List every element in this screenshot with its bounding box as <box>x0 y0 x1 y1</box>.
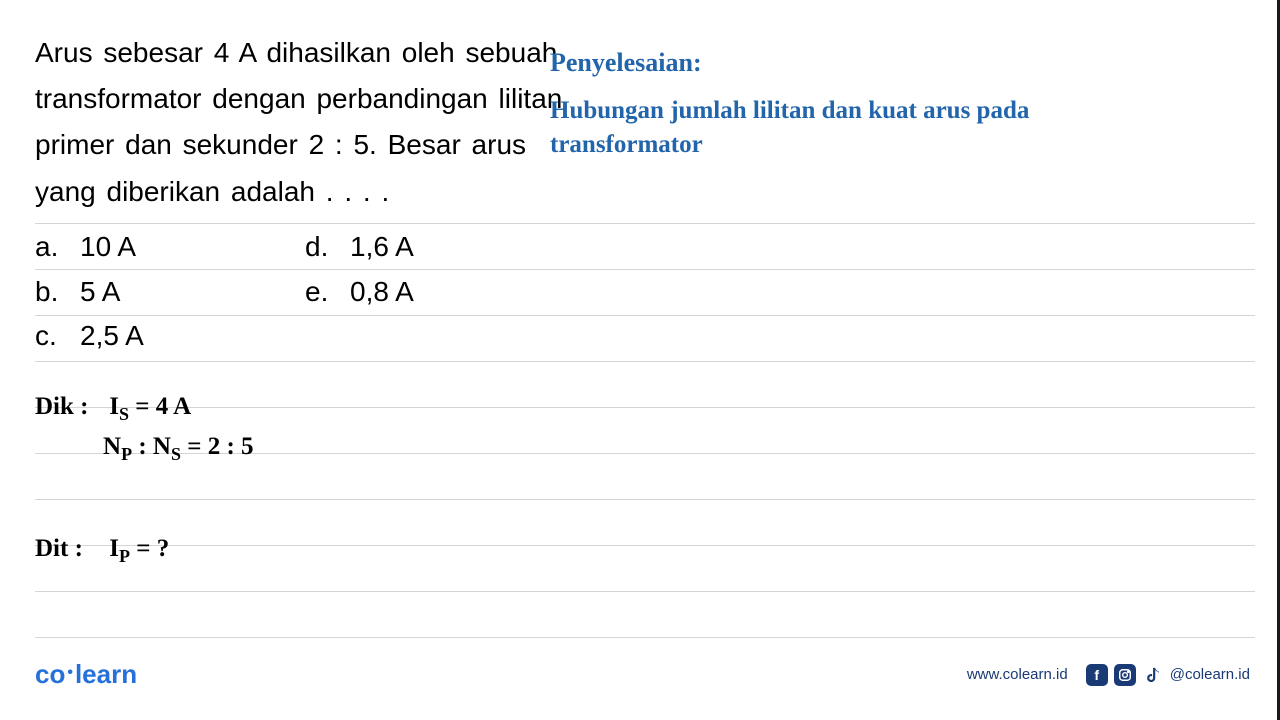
dik-label: Dik : <box>35 393 103 421</box>
website-link[interactable]: www.colearn.id <box>967 666 1068 683</box>
rule-line <box>35 316 1255 362</box>
dit-section: Dit : IP = ? <box>35 535 169 567</box>
rule-line <box>35 224 1255 270</box>
dit-label: Dit : <box>35 535 103 563</box>
question-line-3: primer dan sekunder 2 : 5. Besar arus <box>35 129 526 160</box>
rule-line <box>35 546 1255 592</box>
dik-section: Dik : IS = 4 A NP : NS = 2 : 5 <box>35 393 254 465</box>
dik-line-1: Dik : IS = 4 A <box>35 393 254 425</box>
question-line-1: Arus sebesar 4 A dihasilkan oleh sebuah <box>35 37 557 68</box>
tiktok-icon[interactable] <box>1142 664 1164 686</box>
solution-block: Penyelesaian: Hubungan jumlah lilitan da… <box>550 48 1029 162</box>
logo-dot-icon: • <box>67 664 73 681</box>
social-handle[interactable]: @colearn.id <box>1170 666 1250 683</box>
rule-line <box>35 270 1255 316</box>
facebook-icon[interactable]: f <box>1086 664 1108 686</box>
dik-formula-2: NP : NS = 2 : 5 <box>103 433 254 465</box>
rule-line <box>35 592 1255 638</box>
social-icons: f @colearn.id <box>1086 664 1250 686</box>
rule-line <box>35 178 1255 224</box>
footer: co•learn www.colearn.id f @colearn.id <box>35 659 1250 690</box>
dik-formula-1: IS = 4 A <box>109 393 191 425</box>
logo: co•learn <box>35 659 137 690</box>
question-line-2: transformator dengan perbandingan lilita… <box>35 83 562 114</box>
dit-formula: IP = ? <box>109 535 169 562</box>
solution-title: Penyelesaian: <box>550 48 1029 78</box>
rule-line <box>35 500 1255 546</box>
footer-right: www.colearn.id f @colearn.id <box>967 664 1250 686</box>
instagram-icon[interactable] <box>1114 664 1136 686</box>
solution-subtitle: Hubungan jumlah lilitan dan kuat arus pa… <box>550 94 1029 162</box>
